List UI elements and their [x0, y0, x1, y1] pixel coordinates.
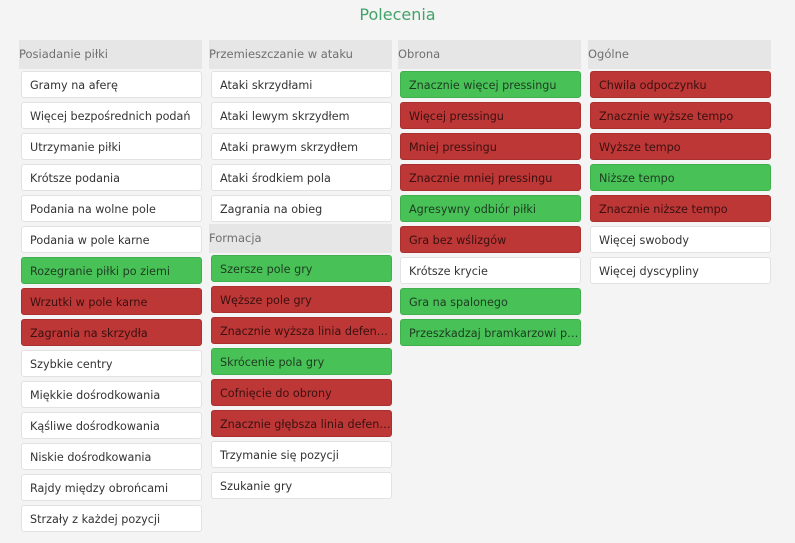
column-ogolne: Ogólne Chwila odpoczynku Znacznie wyższe … — [588, 40, 771, 288]
instruction-item[interactable]: Cofnięcie do obrony — [211, 379, 392, 406]
column-header: Przemieszczanie w ataku — [209, 40, 392, 69]
item-list-formacja: Szersze pole gry Węższe pole gry Znacznie … — [209, 253, 392, 499]
instruction-item[interactable]: Szybkie centry — [21, 350, 202, 377]
instruction-item[interactable]: Znacznie wyższa linia defensywy — [211, 317, 392, 344]
instruction-item[interactable]: Gra bez wślizgów — [400, 226, 581, 253]
instruction-item[interactable]: Wyższe tempo — [590, 133, 771, 160]
instruction-item[interactable]: Rajdy między obrońcami — [21, 474, 202, 501]
instruction-item[interactable]: Więcej pressingu — [400, 102, 581, 129]
section-header-formacja: Formacja — [209, 224, 392, 253]
instruction-item[interactable]: Znacznie więcej pressingu — [400, 71, 581, 98]
instruction-item[interactable]: Ataki prawym skrzydłem — [211, 133, 392, 160]
instruction-item[interactable]: Węższe pole gry — [211, 286, 392, 313]
column-posiadanie-pilki: Posiadanie piłki Gramy na aferę Więcej be… — [19, 40, 202, 536]
column-header: Ogólne — [588, 40, 771, 69]
instruction-item[interactable]: Przeszkadzaj bramkarzowi przy wznowienia… — [400, 319, 581, 346]
instruction-item[interactable]: Krótsze podania — [21, 164, 202, 191]
instruction-item[interactable]: Szersze pole gry — [211, 255, 392, 282]
instruction-item[interactable]: Więcej swobody — [590, 226, 771, 253]
column-obrona: Obrona Znacznie więcej pressingu Więcej p… — [398, 40, 581, 350]
instruction-item[interactable]: Rozegranie piłki po ziemi — [21, 257, 202, 284]
column-przemieszczanie-w-ataku: Przemieszczanie w ataku Ataki skrzydłami… — [209, 40, 392, 503]
instruction-item[interactable]: Trzymanie się pozycji — [211, 441, 392, 468]
instruction-item[interactable]: Zagrania na obieg — [211, 195, 392, 222]
instruction-item[interactable]: Ataki lewym skrzydłem — [211, 102, 392, 129]
instruction-item[interactable]: Znacznie niższe tempo — [590, 195, 771, 222]
instruction-item[interactable]: Utrzymanie piłki — [21, 133, 202, 160]
instruction-item[interactable]: Chwila odpoczynku — [590, 71, 771, 98]
item-list: Gramy na aferę Więcej bezpośrednich podań… — [19, 69, 202, 532]
instruction-item[interactable]: Znacznie wyższe tempo — [590, 102, 771, 129]
instruction-item[interactable]: Mniej pressingu — [400, 133, 581, 160]
instruction-item[interactable]: Ataki środkiem pola — [211, 164, 392, 191]
instruction-item[interactable]: Szukanie gry — [211, 472, 392, 499]
instruction-item[interactable]: Wrzutki w pole karne — [21, 288, 202, 315]
instruction-item[interactable]: Więcej bezpośrednich podań — [21, 102, 202, 129]
instruction-item[interactable]: Zagrania na skrzydła — [21, 319, 202, 346]
page-title: Polecenia — [359, 5, 436, 24]
instruction-item[interactable]: Gra na spalonego — [400, 288, 581, 315]
instruction-item[interactable]: Krótsze krycie — [400, 257, 581, 284]
item-list: Znacznie więcej pressingu Więcej pressing… — [398, 69, 581, 346]
instruction-item[interactable]: Więcej dyscypliny — [590, 257, 771, 284]
instruction-item[interactable]: Agresywny odbiór piłki — [400, 195, 581, 222]
instruction-item[interactable]: Podania w pole karne — [21, 226, 202, 253]
instruction-item[interactable]: Niskie dośrodkowania — [21, 443, 202, 470]
instruction-item[interactable]: Skrócenie pola gry — [211, 348, 392, 375]
column-header: Obrona — [398, 40, 581, 69]
instruction-item[interactable]: Kąśliwe dośrodkowania — [21, 412, 202, 439]
instruction-item[interactable]: Znacznie głębsza linia defensywy — [211, 410, 392, 437]
instruction-item[interactable]: Niższe tempo — [590, 164, 771, 191]
instruction-item[interactable]: Ataki skrzydłami — [211, 71, 392, 98]
instruction-item[interactable]: Znacznie mniej pressingu — [400, 164, 581, 191]
column-header: Posiadanie piłki — [19, 40, 202, 69]
instruction-item[interactable]: Miękkie dośrodkowania — [21, 381, 202, 408]
instruction-item[interactable]: Gramy na aferę — [21, 71, 202, 98]
item-list: Ataki skrzydłami Ataki lewym skrzydłem Ata… — [209, 69, 392, 222]
item-list: Chwila odpoczynku Znacznie wyższe tempo Wy… — [588, 69, 771, 284]
instruction-item[interactable]: Strzały z każdej pozycji — [21, 505, 202, 532]
instruction-item[interactable]: Podania na wolne pole — [21, 195, 202, 222]
